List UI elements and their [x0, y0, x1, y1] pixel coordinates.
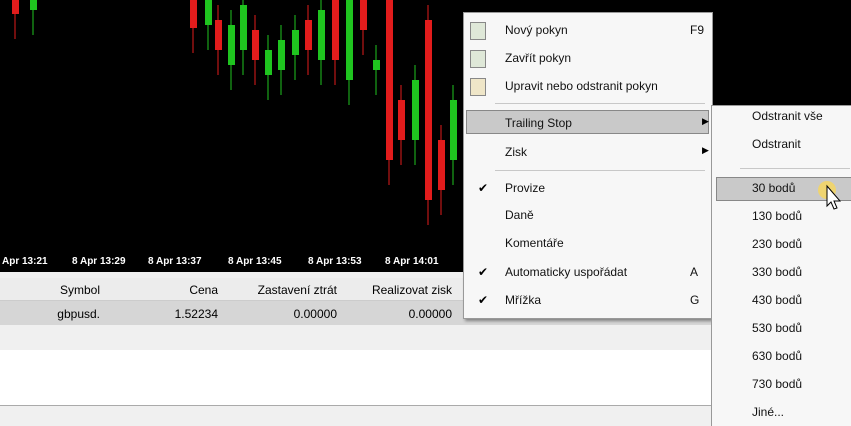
candle-body — [190, 0, 197, 28]
cell: 0.00000 — [293, 307, 337, 321]
candle-body — [30, 0, 37, 10]
shortcut: G — [690, 293, 700, 307]
time-label: 8 Apr 13:29 — [72, 256, 126, 267]
icon — [470, 78, 486, 96]
cell: 0.00000 — [408, 307, 452, 321]
submenu-item[interactable]: 30 bodů — [752, 181, 796, 195]
column-header[interactable]: Cena — [189, 283, 218, 297]
menu-item[interactable]: Upravit nebo odstranit pokyn — [505, 79, 658, 93]
submenu-item[interactable]: 330 bodů — [752, 265, 803, 279]
candle-body — [228, 25, 235, 65]
menu-item[interactable]: Automaticky uspořádat — [505, 265, 628, 279]
column-header[interactable]: Symbol — [59, 283, 100, 297]
menu-item[interactable]: Zisk — [505, 145, 527, 159]
cell: gbpusd. — [57, 307, 100, 321]
menu-item[interactable]: Daně — [505, 208, 534, 222]
menu-item[interactable]: Provize — [505, 181, 546, 195]
candle-body — [450, 100, 457, 160]
submenu-item[interactable]: 230 bodů — [752, 237, 803, 251]
submenu-item[interactable]: 430 bodů — [752, 293, 803, 307]
candle-body — [412, 80, 419, 140]
checkmark: ✔ — [478, 265, 489, 279]
menu-item[interactable]: Nový pokyn — [505, 23, 568, 37]
menu-highlight — [466, 110, 709, 134]
time-label: 8 Apr 13:45 — [228, 256, 282, 267]
separator — [495, 170, 705, 171]
icon — [470, 50, 486, 68]
candle-body — [346, 0, 353, 80]
cell: 1.52234 — [174, 307, 218, 321]
submenu-item[interactable]: 130 bodů — [752, 209, 803, 223]
candle-body — [386, 0, 393, 160]
menu-item[interactable]: Zavřít pokyn — [505, 51, 572, 65]
candle-body — [252, 30, 259, 60]
column-header[interactable]: Realizovat zisk — [371, 283, 452, 297]
candle-body — [398, 100, 405, 140]
divider — [0, 405, 851, 406]
checkmark: ✔ — [478, 181, 489, 195]
submenu-arrow: ▶ — [702, 145, 709, 155]
menu-item[interactable]: Mřížka — [505, 293, 541, 307]
submenu-item[interactable]: Jiné... — [752, 405, 785, 419]
checkmark: ✔ — [478, 293, 489, 307]
menu-item[interactable]: Komentáře — [505, 236, 564, 250]
candle-body — [425, 20, 432, 200]
submenu-item[interactable]: Odstranit vše — [752, 109, 823, 123]
empty-area — [0, 350, 851, 405]
candle-body — [332, 0, 339, 60]
submenu-item[interactable]: 630 bodů — [752, 349, 803, 363]
submenu-item[interactable]: 530 bodů — [752, 321, 803, 335]
candle-body — [318, 10, 325, 60]
time-label: 8 Apr 13:37 — [148, 256, 202, 267]
shortcut: F9 — [690, 23, 705, 37]
candle-body — [265, 50, 272, 75]
time-label: Apr 13:21 — [2, 256, 48, 267]
submenu — [711, 105, 851, 426]
candle-body — [215, 20, 222, 50]
candle-body — [278, 40, 285, 70]
candles — [12, 0, 457, 225]
time-label: 8 Apr 14:01 — [385, 256, 439, 267]
menu-item[interactable]: Trailing Stop — [505, 116, 572, 130]
candle-body — [360, 0, 367, 30]
column-header[interactable]: Zastavení ztrát — [257, 283, 337, 297]
candle-body — [12, 0, 19, 14]
submenu-arrow: ▶ — [702, 116, 709, 126]
submenu-item[interactable]: Odstranit — [752, 137, 801, 151]
candle-body — [240, 5, 247, 50]
separator — [740, 168, 850, 169]
candle-body — [305, 20, 312, 50]
time-label: 8 Apr 13:53 — [308, 256, 362, 267]
icon — [470, 22, 486, 40]
candle-body — [438, 140, 445, 190]
candle-body — [205, 0, 212, 25]
candle-body — [373, 60, 380, 70]
cursor — [818, 181, 842, 210]
separator — [495, 103, 705, 104]
candle-body — [292, 30, 299, 55]
submenu-item[interactable]: 730 bodů — [752, 377, 803, 391]
shortcut: A — [690, 265, 699, 279]
